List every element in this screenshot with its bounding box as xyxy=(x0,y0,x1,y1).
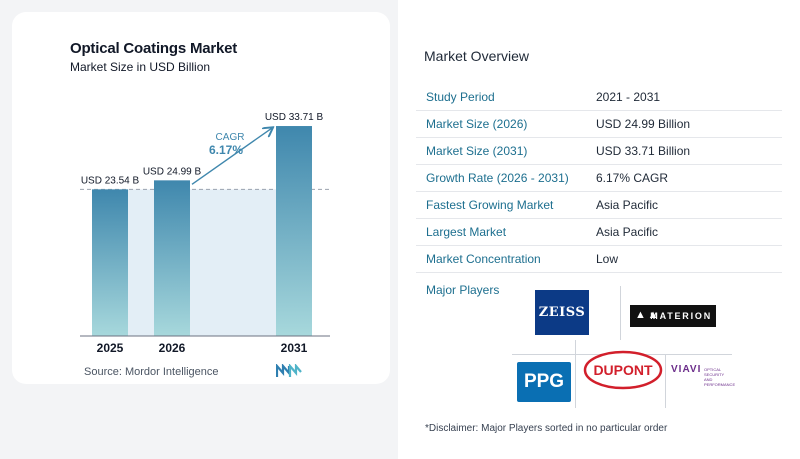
overview-row: Market Concentration Low xyxy=(416,246,782,273)
overview-row: Fastest Growing Market Asia Pacific xyxy=(416,192,782,219)
viavi-logo: VIAVI OPTICAL SECURITY AND PERFORMANCE xyxy=(671,364,736,387)
viavi-tagline: OPTICAL SECURITY AND PERFORMANCE xyxy=(704,367,736,387)
source-text: Source: Mordor Intelligence xyxy=(84,366,219,378)
overview-row: Largest Market Asia Pacific xyxy=(416,219,782,246)
logo-divider-vertical-bottom xyxy=(575,340,576,408)
bar-2025 xyxy=(92,189,128,336)
overview-row-value: USD 33.71 Billion xyxy=(596,144,691,158)
overview-row-label: Fastest Growing Market xyxy=(426,198,554,212)
data-label: USD 24.99 B xyxy=(143,166,202,177)
zeiss-logo: ZEISS xyxy=(535,290,589,335)
market-overview-title: Market Overview xyxy=(424,48,530,64)
bar-2026 xyxy=(154,180,190,336)
chart-title: Optical Coatings Market xyxy=(70,40,238,57)
cagr-arrow xyxy=(191,128,272,185)
overview-row-label: Market Size (2026) xyxy=(426,117,528,131)
overview-row: Growth Rate (2026 - 2031) 6.17% CAGR xyxy=(416,165,782,192)
overview-row-value: Asia Pacific xyxy=(596,198,659,212)
overview-row-label: Study Period xyxy=(426,90,495,104)
logo-divider-vertical-top xyxy=(620,286,621,340)
data-label: USD 23.54 B xyxy=(81,175,140,186)
bar-2031 xyxy=(276,126,312,337)
overview-row-label: Market Size (2031) xyxy=(426,144,528,158)
overview-row-value: 2021 - 2031 xyxy=(596,90,661,104)
chart-subtitle: Market Size in USD Billion xyxy=(70,60,211,74)
overview-row: Study Period 2021 - 2031 xyxy=(416,84,782,111)
overview-row-value: 6.17% CAGR xyxy=(596,171,669,185)
cagr-label: CAGR xyxy=(216,132,245,143)
x-tick-label: 2031 xyxy=(281,341,308,355)
overview-row-label: Growth Rate (2026 - 2031) xyxy=(426,171,569,185)
major-players-title: Major Players xyxy=(426,283,500,297)
materion-m-icon: ▲▲ xyxy=(635,309,661,321)
x-tick-label: 2026 xyxy=(159,341,186,355)
svg-text:DUPONT: DUPONT xyxy=(593,362,653,378)
overview-row: Market Size (2031) USD 33.71 Billion xyxy=(416,138,782,165)
ppg-logo: PPG xyxy=(517,362,571,402)
dupont-logo: DUPONT xyxy=(583,350,663,390)
logo-divider-vertical-bottom-right xyxy=(665,354,666,408)
data-label: USD 33.71 B xyxy=(265,112,324,123)
cagr-value: 6.17% xyxy=(209,143,243,157)
materion-logo: ▲▲ MATERION xyxy=(630,305,716,327)
x-tick-label: 2025 xyxy=(97,341,124,355)
disclaimer: *Disclaimer: Major Players sorted in no … xyxy=(425,423,668,434)
overview-row-value: Asia Pacific xyxy=(596,225,659,239)
overview-row-value: Low xyxy=(596,252,619,266)
overview-row: Market Size (2026) USD 24.99 Billion xyxy=(416,111,782,138)
overview-row-label: Market Concentration xyxy=(426,252,541,266)
mordor-logo-icon xyxy=(276,364,302,377)
overview-row-label: Largest Market xyxy=(426,225,507,239)
overview-row-value: USD 24.99 Billion xyxy=(596,117,691,131)
